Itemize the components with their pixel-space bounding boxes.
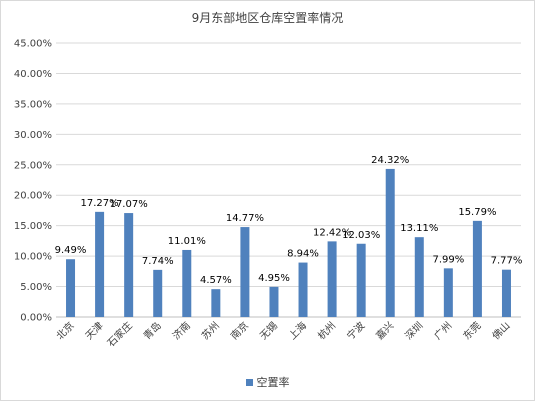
- x-category-label: 上海: [286, 319, 309, 342]
- bar: [269, 286, 279, 317]
- bar: [95, 211, 105, 317]
- data-label: 11.01%: [168, 236, 206, 247]
- x-category-label: 杭州: [315, 319, 338, 342]
- y-tick-label: 25.00%: [14, 160, 52, 171]
- y-tick-label: 5.00%: [20, 282, 52, 293]
- data-label: 14.77%: [226, 213, 264, 224]
- data-label: 9.49%: [55, 245, 87, 256]
- bar: [124, 213, 134, 317]
- y-tick-label: 10.00%: [14, 252, 52, 263]
- x-category-label: 青岛: [141, 319, 164, 342]
- y-tick-label: 20.00%: [14, 191, 52, 202]
- x-category-label: 佛山: [489, 319, 512, 342]
- bar: [327, 241, 337, 317]
- y-tick-label: 15.00%: [14, 221, 52, 232]
- x-category-label: 南京: [228, 319, 251, 342]
- data-label: 12.42%: [313, 227, 351, 238]
- bar: [414, 237, 424, 317]
- bar: [240, 227, 250, 317]
- x-category-label: 宁波: [344, 319, 367, 342]
- bar: [66, 259, 76, 317]
- bar: [443, 268, 453, 317]
- x-category-label: 无锡: [257, 319, 280, 342]
- x-category-label: 深圳: [403, 320, 426, 343]
- x-category-label: 东莞: [460, 319, 483, 342]
- bar: [472, 220, 482, 317]
- y-tick-label: 40.00%: [14, 69, 52, 80]
- legend: 空置率: [1, 374, 534, 390]
- data-label: 24.32%: [371, 155, 409, 166]
- x-category-label: 北京: [53, 319, 76, 342]
- data-label: 8.94%: [287, 249, 319, 260]
- data-label: 4.95%: [258, 273, 290, 284]
- data-label: 7.74%: [142, 256, 174, 267]
- bar: [182, 249, 192, 317]
- y-tick-label: 0.00%: [20, 313, 52, 324]
- bar: [356, 243, 366, 317]
- data-label: 12.03%: [342, 230, 380, 241]
- x-category-label: 苏州: [199, 319, 222, 342]
- data-label: 7.99%: [432, 254, 464, 265]
- chart-title: 9月东部地区仓库空置率情况: [191, 11, 344, 25]
- x-category-label: 石家庄: [104, 319, 134, 349]
- y-tick-label: 45.00%: [14, 39, 52, 50]
- data-label: 4.57%: [200, 275, 232, 286]
- y-tick-label: 35.00%: [14, 99, 52, 110]
- x-category-label: 嘉兴: [373, 319, 396, 342]
- data-label: 13.11%: [400, 223, 438, 234]
- x-category-label: 济南: [170, 319, 193, 342]
- data-label: 17.27%: [81, 198, 119, 209]
- data-label: 17.07%: [110, 199, 148, 210]
- data-label: 15.79%: [458, 207, 496, 218]
- data-label: 7.77%: [491, 256, 523, 267]
- y-tick-label: 30.00%: [14, 130, 52, 141]
- x-category-label: 天津: [83, 320, 106, 343]
- legend-label: 空置率: [256, 376, 290, 389]
- bar: [211, 289, 221, 317]
- bar: [385, 168, 395, 317]
- bar: [501, 269, 511, 317]
- legend-swatch: [245, 378, 253, 386]
- bar: [153, 269, 163, 317]
- bar: [298, 262, 308, 317]
- x-category-label: 广州: [432, 320, 455, 343]
